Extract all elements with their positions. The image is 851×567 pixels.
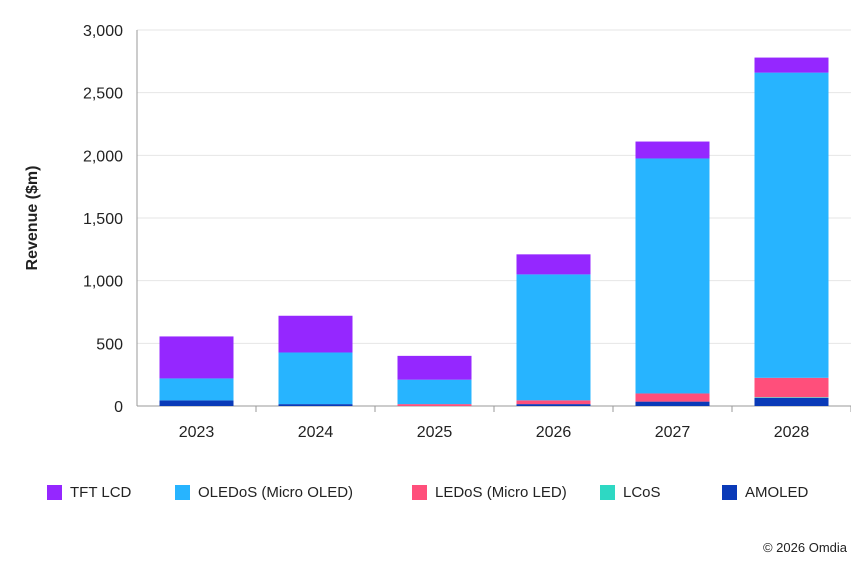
y-tick-label: 0 (114, 399, 123, 416)
legend-swatch (600, 485, 615, 500)
legend-item: OLEDoS (Micro OLED) (175, 484, 353, 501)
legend-label: AMOLED (745, 484, 809, 501)
legend-label: OLEDoS (Micro OLED) (198, 484, 354, 501)
bar-segment-oledos-micro-oled- (516, 274, 591, 401)
bar-segment-amoled (159, 400, 234, 406)
x-tick-label: 2027 (655, 424, 691, 441)
legend-label: TFT LCD (70, 484, 132, 501)
bar-segment-oledos-micro-oled- (278, 352, 353, 405)
legend-item: TFT LCD (47, 484, 131, 501)
bar-segment-ledos-micro-led- (635, 393, 710, 402)
bar-segment-amoled (278, 404, 353, 406)
x-tick-label: 2028 (774, 424, 810, 441)
copyright: © 2026 Omdia (762, 540, 847, 555)
bar-segment-oledos-micro-oled- (754, 72, 829, 378)
y-tick-label: 500 (96, 336, 123, 353)
bar-segment-ledos-micro-led- (516, 400, 591, 405)
bar-segment-amoled (754, 397, 829, 406)
bar-segment-ledos-micro-led- (754, 377, 829, 398)
legend-label: LCoS (623, 484, 661, 501)
bar-segment-tft-lcd (159, 336, 234, 379)
legend-swatch (175, 485, 190, 500)
chart-plot: 0 500 1,000 1,500 2,000 2,500 3,000 2023 2024 202… (24, 23, 851, 441)
legend-item: AMOLED (722, 484, 808, 501)
bar-segment-oledos-micro-oled- (635, 158, 710, 394)
y-axis-title: Revenue ($m) (24, 166, 41, 271)
bar-segment-tft-lcd (516, 254, 591, 275)
y-tick-label: 1,500 (83, 211, 123, 228)
bar-segment-tft-lcd (754, 57, 829, 73)
bar-segment-lcos (754, 397, 829, 398)
bar-segment-amoled (635, 401, 710, 406)
legend-item: LCoS (600, 484, 661, 501)
y-tick-label: 2,000 (83, 148, 123, 165)
x-tick-label: 2025 (417, 424, 453, 441)
x-tick-label: 2023 (179, 424, 215, 441)
bar-segment-ledos-micro-led- (397, 404, 472, 406)
bar-segment-oledos-micro-oled- (159, 378, 234, 401)
y-tick-label: 1,000 (83, 274, 123, 291)
y-tick-label: 2,500 (83, 86, 123, 103)
legend-label: LEDoS (Micro LED) (435, 484, 567, 501)
legend-swatch (412, 485, 427, 500)
x-tick-label: 2024 (298, 424, 334, 441)
bar-segment-tft-lcd (635, 141, 710, 159)
bar-segment-amoled (516, 404, 591, 406)
legend-swatch (47, 485, 62, 500)
x-tick-label: 2026 (536, 424, 572, 441)
legend-item: LEDoS (Micro LED) (412, 484, 567, 501)
bar-segment-oledos-micro-oled- (397, 379, 472, 405)
legend-swatch (722, 485, 737, 500)
bar-segment-tft-lcd (397, 355, 472, 380)
bar-segment-tft-lcd (278, 315, 353, 353)
y-tick-label: 3,000 (83, 23, 123, 40)
